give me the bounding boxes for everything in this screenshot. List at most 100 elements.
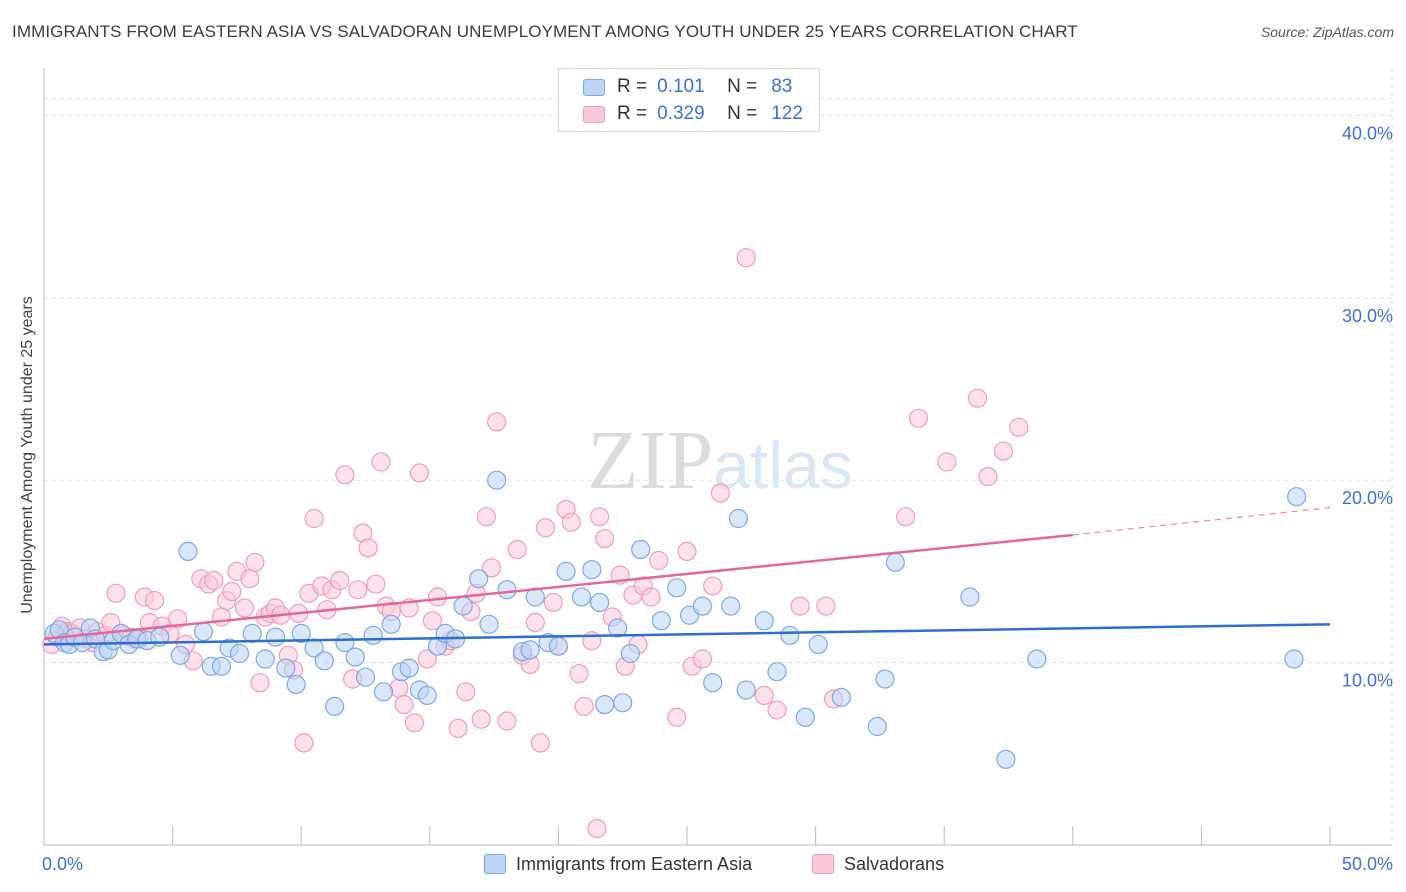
salvadoran-point: [168, 609, 188, 629]
eastern-asia-point: [335, 632, 355, 653]
salvadoran-point: [667, 707, 687, 727]
eastern-asia-point: [211, 656, 232, 676]
eastern-asia-point: [291, 623, 311, 644]
salvadoran-point: [348, 580, 368, 600]
eastern-asia-point: [589, 592, 610, 613]
blue-swatch: [484, 854, 506, 874]
salvadoran-point: [641, 587, 661, 607]
eastern-asia-point: [780, 625, 800, 645]
salvadoran-point: [561, 512, 581, 532]
pink-swatch: [812, 854, 834, 874]
eastern-asia-point: [469, 569, 489, 589]
eastern-asia-point: [479, 614, 499, 634]
salvadoran-point: [595, 528, 615, 549]
eastern-asia-point: [692, 596, 713, 616]
axes: [43, 68, 1392, 846]
salvadoran-point: [456, 682, 476, 702]
x-tick-labels: 0.0% 50.0%: [42, 854, 1393, 874]
eastern-asia-point: [885, 552, 905, 572]
eastern-asia-point: [487, 470, 507, 490]
eastern-asia-point: [229, 643, 250, 664]
eastern-asia-point: [381, 614, 401, 634]
eastern-asia-point: [520, 640, 540, 660]
salvadoran-point: [589, 507, 610, 527]
salvadoran-point: [908, 408, 929, 428]
eastern-asia-point: [417, 685, 437, 706]
salvadoran-point: [497, 711, 517, 731]
y-tick-label: 10.0%: [1342, 671, 1393, 691]
salvadoran-point: [736, 248, 756, 268]
salvadoran-point: [677, 541, 697, 562]
salvadoran-point: [211, 607, 232, 627]
eastern-asia-point: [631, 539, 651, 560]
eastern-asia-point: [255, 649, 275, 669]
eastern-asia-point: [607, 618, 628, 638]
salvadoran-point: [245, 552, 265, 572]
stats-row-eastern-asia: R = 0.101 N = 83: [583, 74, 792, 100]
eastern-asia-point: [875, 669, 895, 689]
salvadoran-point: [471, 709, 491, 729]
watermark-atlas: atlas: [713, 428, 852, 502]
eastern-asia-point: [754, 611, 774, 631]
y-tick-label: 20.0%: [1342, 488, 1393, 508]
salvadoran-point: [816, 596, 836, 616]
stats-row-salvadorans: R = 0.329 N = 122: [583, 101, 803, 127]
eastern-asia-point: [960, 587, 980, 607]
legend-item-salvadorans[interactable]: Salvadorans: [812, 851, 944, 877]
y-tick-label: 40.0%: [1342, 123, 1393, 143]
eastern-asia-point: [795, 707, 815, 727]
n-value: 83: [771, 76, 793, 97]
gridlines: [44, 68, 1393, 845]
salvadoran-point: [703, 576, 723, 596]
eastern-asia-point: [571, 587, 592, 607]
salvadoran-trend-line: [43, 533, 1073, 641]
eastern-asia-point: [286, 674, 306, 695]
salvadoran-point: [371, 452, 391, 472]
eastern-asia-point: [355, 667, 376, 687]
eastern-asia-point: [242, 623, 262, 644]
salvadoran-point: [993, 441, 1014, 461]
salvadoran-point: [422, 611, 442, 631]
salvadoran-point: [692, 649, 713, 669]
eastern-asia-point: [996, 749, 1016, 769]
eastern-asia-trend-line: [43, 623, 1331, 646]
trend-lines: [43, 506, 1331, 646]
salvadoran-point: [330, 570, 350, 591]
salvadoran-point: [790, 596, 810, 616]
salvadoran-point: [106, 583, 126, 603]
eastern-asia-point: [728, 508, 749, 529]
chart-title: IMMIGRANTS FROM EASTERN ASIA VS SALVADOR…: [12, 22, 1078, 41]
eastern-asia-point: [170, 645, 190, 665]
eastern-asia-point: [556, 561, 576, 582]
salvadoran-point: [222, 581, 242, 602]
legend-item-eastern-asia[interactable]: Immigrants from Eastern Asia: [484, 851, 752, 877]
r-label: R =: [617, 103, 648, 124]
eastern-asia-point: [736, 680, 756, 700]
salvadoran-point: [404, 713, 424, 733]
salvadoran-point: [394, 694, 414, 715]
salvadoran-point: [587, 818, 607, 839]
eastern-asia-point: [548, 636, 569, 656]
salvadoran-point: [417, 649, 437, 669]
salvadoran-point: [754, 685, 774, 706]
eastern-asia-point: [1284, 649, 1304, 669]
salvadoran-point: [767, 700, 787, 720]
salvadoran-point: [358, 538, 378, 558]
eastern-asia-point: [193, 621, 214, 642]
eastern-asia-point: [178, 541, 198, 562]
salvadoran-point: [649, 550, 669, 571]
salvadoran-point: [937, 452, 957, 472]
blue-swatch: [583, 78, 605, 96]
salvadoran-point: [530, 733, 551, 753]
salvadoran-point: [582, 631, 602, 651]
salvadoran-point: [574, 696, 594, 717]
x-tick-label: 0.0%: [42, 854, 83, 874]
eastern-asia-point: [363, 625, 383, 645]
eastern-asia-point: [651, 611, 671, 631]
salvadoran-point: [304, 508, 324, 529]
eastern-asia-point: [721, 596, 741, 616]
salvadoran-point: [335, 465, 355, 485]
salvadoran-point: [481, 558, 502, 578]
y-tick-label: 30.0%: [1342, 306, 1393, 326]
eastern-asia-point: [345, 647, 365, 667]
